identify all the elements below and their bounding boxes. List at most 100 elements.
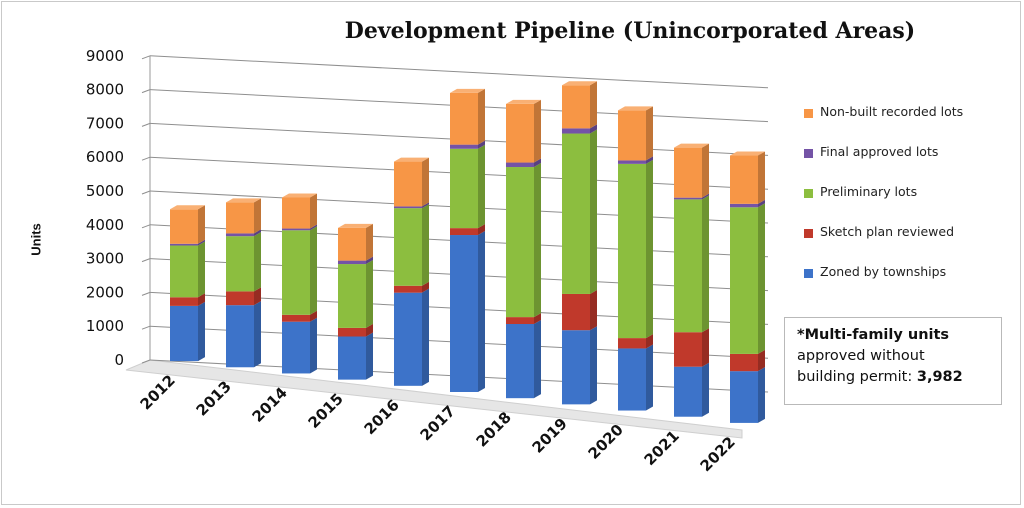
bar-segment-side [478, 144, 485, 229]
bar-segment-side [310, 226, 317, 315]
bar-segment [170, 297, 198, 306]
bar-segment-side [422, 288, 429, 386]
bar-segment-side [758, 349, 765, 372]
bar-segment [562, 293, 590, 331]
bar-segment [618, 163, 646, 339]
bar-segment [394, 206, 422, 209]
bar-stack-2014 [282, 193, 317, 374]
bar-segment [226, 236, 254, 292]
bar-segment-side [590, 81, 597, 129]
bar-segment [450, 92, 478, 145]
x-tick-label: 2021 [641, 427, 683, 469]
y-tick-label: 7000 [86, 114, 124, 132]
bar-segment-side [310, 310, 317, 322]
bar-segment [394, 292, 422, 386]
bar-segment-side [366, 260, 373, 328]
bar-segment-side [534, 99, 541, 163]
bar-segment-side [758, 203, 765, 354]
bar-segment-side [310, 224, 317, 231]
bar-segment-side [478, 88, 485, 145]
y-tick-label: 1000 [86, 317, 124, 335]
legend-swatch [804, 269, 813, 278]
bar-segment-side [534, 313, 541, 325]
y-tick-mark [141, 156, 151, 161]
bar-segment-side [198, 241, 205, 298]
bar-segment [450, 144, 478, 149]
bar-segment-side [198, 301, 205, 362]
bar-top [730, 151, 765, 156]
bar-segment-side [702, 195, 709, 333]
bar-segment-side [534, 320, 541, 399]
bar-top [338, 223, 373, 228]
bar-segment-side [478, 224, 485, 236]
bar-segment-side [702, 362, 709, 417]
bar-segment-side [310, 317, 317, 374]
legend-label: Sketch plan reviewed [820, 224, 955, 239]
bar-segment [282, 321, 310, 374]
y-tick-mark [141, 89, 151, 94]
bar-segment [562, 85, 590, 129]
bar-segment [450, 148, 478, 229]
y-tick-mark [141, 55, 151, 60]
y-tick-label: 9000 [86, 47, 124, 65]
bar-segment [170, 245, 198, 298]
note-line-3: building permit: [797, 369, 917, 385]
x-tick-label: 2012 [137, 371, 179, 413]
bar-segment-side [366, 256, 373, 265]
bar-segment [394, 208, 422, 286]
bar-segment [562, 128, 590, 134]
bar-stack-2015 [338, 223, 373, 380]
bar-segment-side [198, 205, 205, 244]
bar-segment [506, 162, 534, 168]
bar-segment-side [422, 157, 429, 207]
bar-segment [618, 348, 646, 411]
chart-title: Development Pipeline (Unincorporated Are… [344, 18, 916, 44]
bars [170, 81, 765, 423]
bar-segment-side [702, 328, 709, 367]
bar-segment [562, 330, 590, 405]
x-tick-label: 2017 [417, 402, 459, 444]
y-tick-mark [141, 122, 151, 127]
bar-segment [338, 336, 366, 380]
bar-segment [674, 147, 702, 198]
x-tick-label: 2013 [193, 377, 235, 419]
bar-top [562, 81, 597, 86]
bar-segment-side [534, 158, 541, 168]
bar-segment-side [646, 156, 653, 164]
bar-segment [226, 233, 254, 237]
bar-top [618, 106, 653, 111]
x-tick-label: 2020 [585, 421, 627, 463]
bar-segment-side [422, 281, 429, 293]
bar-segment-side [646, 334, 653, 349]
bar-segment [450, 228, 478, 236]
legend-swatch [804, 149, 813, 158]
bar-segment-side [254, 198, 261, 234]
bar-segment [562, 133, 590, 294]
y-tick-label: 5000 [86, 182, 124, 200]
bar-stack-2016 [394, 157, 429, 386]
y-axis-label: Units [28, 223, 44, 256]
bar-segment-side [590, 289, 597, 331]
bar-segment [226, 305, 254, 368]
bar-segment [338, 264, 366, 328]
y-tick-label: 4000 [86, 216, 124, 234]
bar-top [674, 143, 709, 148]
bar-segment-side [590, 129, 597, 294]
note-line-2: approved without [797, 348, 925, 364]
bar-stack-2022 [730, 151, 765, 423]
bar-segment [506, 317, 534, 325]
bar-top [394, 157, 429, 162]
bar-segment [282, 314, 310, 322]
bar-segment [282, 197, 310, 229]
bar-segment-side [478, 231, 485, 392]
y-tick-label: 3000 [86, 250, 124, 268]
bar-segment-side [702, 193, 709, 200]
bar-segment-side [478, 140, 485, 149]
legend-label: Zoned by townships [820, 264, 947, 279]
bar-segment [730, 353, 758, 372]
bar-segment-side [366, 323, 373, 337]
bar-segment-side [254, 229, 261, 237]
bar-segment [338, 227, 366, 261]
bar-segment-side [534, 163, 541, 318]
legend-swatch [804, 109, 813, 118]
